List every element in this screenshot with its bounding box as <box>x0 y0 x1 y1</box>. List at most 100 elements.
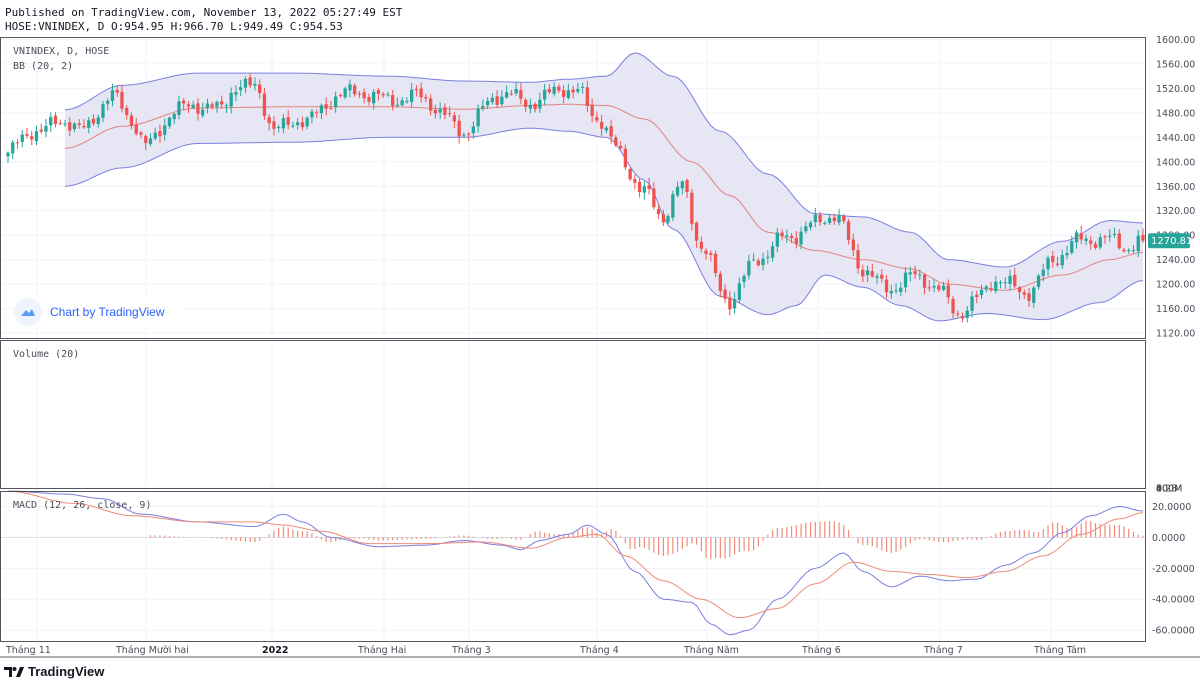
price-tick-label: 1360.00 <box>1156 182 1195 193</box>
candle-body <box>970 296 974 311</box>
candle-body <box>761 258 765 265</box>
axis-labels: 1600.00 1560.00 1520.00 1480.00 1440.00 1400.… <box>5 35 1195 656</box>
candle-body <box>163 125 167 135</box>
price-tick-label: 1560.00 <box>1156 59 1195 70</box>
candle-body <box>623 148 627 168</box>
candle-body <box>694 222 699 241</box>
candle-body <box>642 186 646 193</box>
candle-body <box>433 109 437 114</box>
time-axis-label: Tháng 7 <box>923 645 963 656</box>
candle-body <box>315 112 319 114</box>
candle-body <box>258 84 262 93</box>
candle-body <box>998 282 1003 284</box>
last-price-label: 1270.81 <box>1151 236 1192 247</box>
candle-body <box>457 120 461 137</box>
candle-body <box>414 88 418 91</box>
candle-body <box>153 132 157 139</box>
candle-body <box>600 121 604 129</box>
macd-tick-label: -60.0000 <box>1152 626 1195 637</box>
tradingview-logo[interactable]: TradingView <box>4 664 104 679</box>
candle-body <box>979 289 984 296</box>
candle-body <box>880 274 884 279</box>
candle-body <box>875 276 879 278</box>
candle-body <box>1108 235 1112 237</box>
macd-title: MACD (12, 26, close, 9) <box>13 500 151 511</box>
candle-body <box>462 134 466 136</box>
candle-body <box>410 89 414 102</box>
price-tick-label: 1200.00 <box>1156 280 1195 291</box>
candle-body <box>899 287 903 292</box>
candle-body <box>467 133 471 135</box>
candle-body <box>30 136 34 140</box>
candle-body <box>842 215 846 222</box>
candle-body <box>747 261 751 276</box>
macd-histogram <box>149 520 1144 560</box>
candle-body <box>267 117 271 124</box>
candle-body <box>1041 269 1045 276</box>
candle-body <box>419 88 423 98</box>
candle-body <box>585 87 589 106</box>
candle-body <box>177 101 181 115</box>
candle-body <box>1055 263 1060 265</box>
candle-body <box>818 215 822 223</box>
candle-body <box>139 132 143 135</box>
candle-body <box>780 232 784 236</box>
candle-body <box>167 117 172 127</box>
candle-body <box>286 117 290 125</box>
candle-body <box>438 109 442 113</box>
candle-body <box>58 122 62 124</box>
macd-tick-label: -20.0000 <box>1152 564 1195 575</box>
candle-body <box>918 274 922 276</box>
candle-body <box>443 107 447 115</box>
macd-tick-label: 0.0000 <box>1152 533 1185 544</box>
candle-body <box>296 122 300 125</box>
candle-body <box>557 86 561 91</box>
price-tick-label: 1320.00 <box>1156 206 1195 217</box>
candle-body <box>148 138 153 145</box>
candle-body <box>476 108 480 127</box>
candle-body <box>647 185 651 190</box>
macd-pane[interactable] <box>0 490 1145 636</box>
bollinger-band-fill <box>65 52 1143 321</box>
candle-body <box>310 111 314 118</box>
candle-body <box>144 136 148 143</box>
candle-body <box>334 96 338 108</box>
chart-by-tradingview-badge[interactable]: Chart by TradingView <box>14 298 184 326</box>
candle-body <box>224 105 229 107</box>
candle-body <box>1103 236 1107 238</box>
candle-body <box>34 131 39 142</box>
candle-body <box>25 134 29 136</box>
candle-body <box>604 127 608 131</box>
candle-body <box>856 250 860 269</box>
candle-body <box>182 100 186 104</box>
price-pane[interactable] <box>6 52 1145 323</box>
candle-body <box>1032 287 1036 303</box>
candle-body <box>637 181 642 192</box>
candle-body <box>110 90 115 101</box>
main-title: VNINDEX, D, HOSE <box>13 46 109 57</box>
candle-body <box>486 100 490 106</box>
candle-body <box>262 93 267 117</box>
candle-body <box>571 89 575 93</box>
candle-body <box>215 101 219 107</box>
candle-body <box>291 125 295 127</box>
time-axis-label: Tháng 3 <box>451 645 491 656</box>
candle-body <box>789 235 794 239</box>
candle-body <box>343 88 347 98</box>
candle-body <box>732 299 737 309</box>
candle-body <box>775 232 779 247</box>
candle-body <box>590 105 594 116</box>
candle-body <box>718 273 722 291</box>
candle-body <box>448 113 452 115</box>
candle-body <box>39 129 43 132</box>
candle-body <box>338 95 343 96</box>
candle-body <box>524 99 528 107</box>
candle-body <box>386 94 390 96</box>
candle-body <box>1079 233 1083 240</box>
candle-body <box>908 272 912 275</box>
candle-body <box>889 291 893 294</box>
candle-body <box>329 108 333 110</box>
candle-body <box>552 86 556 94</box>
candle-body <box>300 122 305 128</box>
